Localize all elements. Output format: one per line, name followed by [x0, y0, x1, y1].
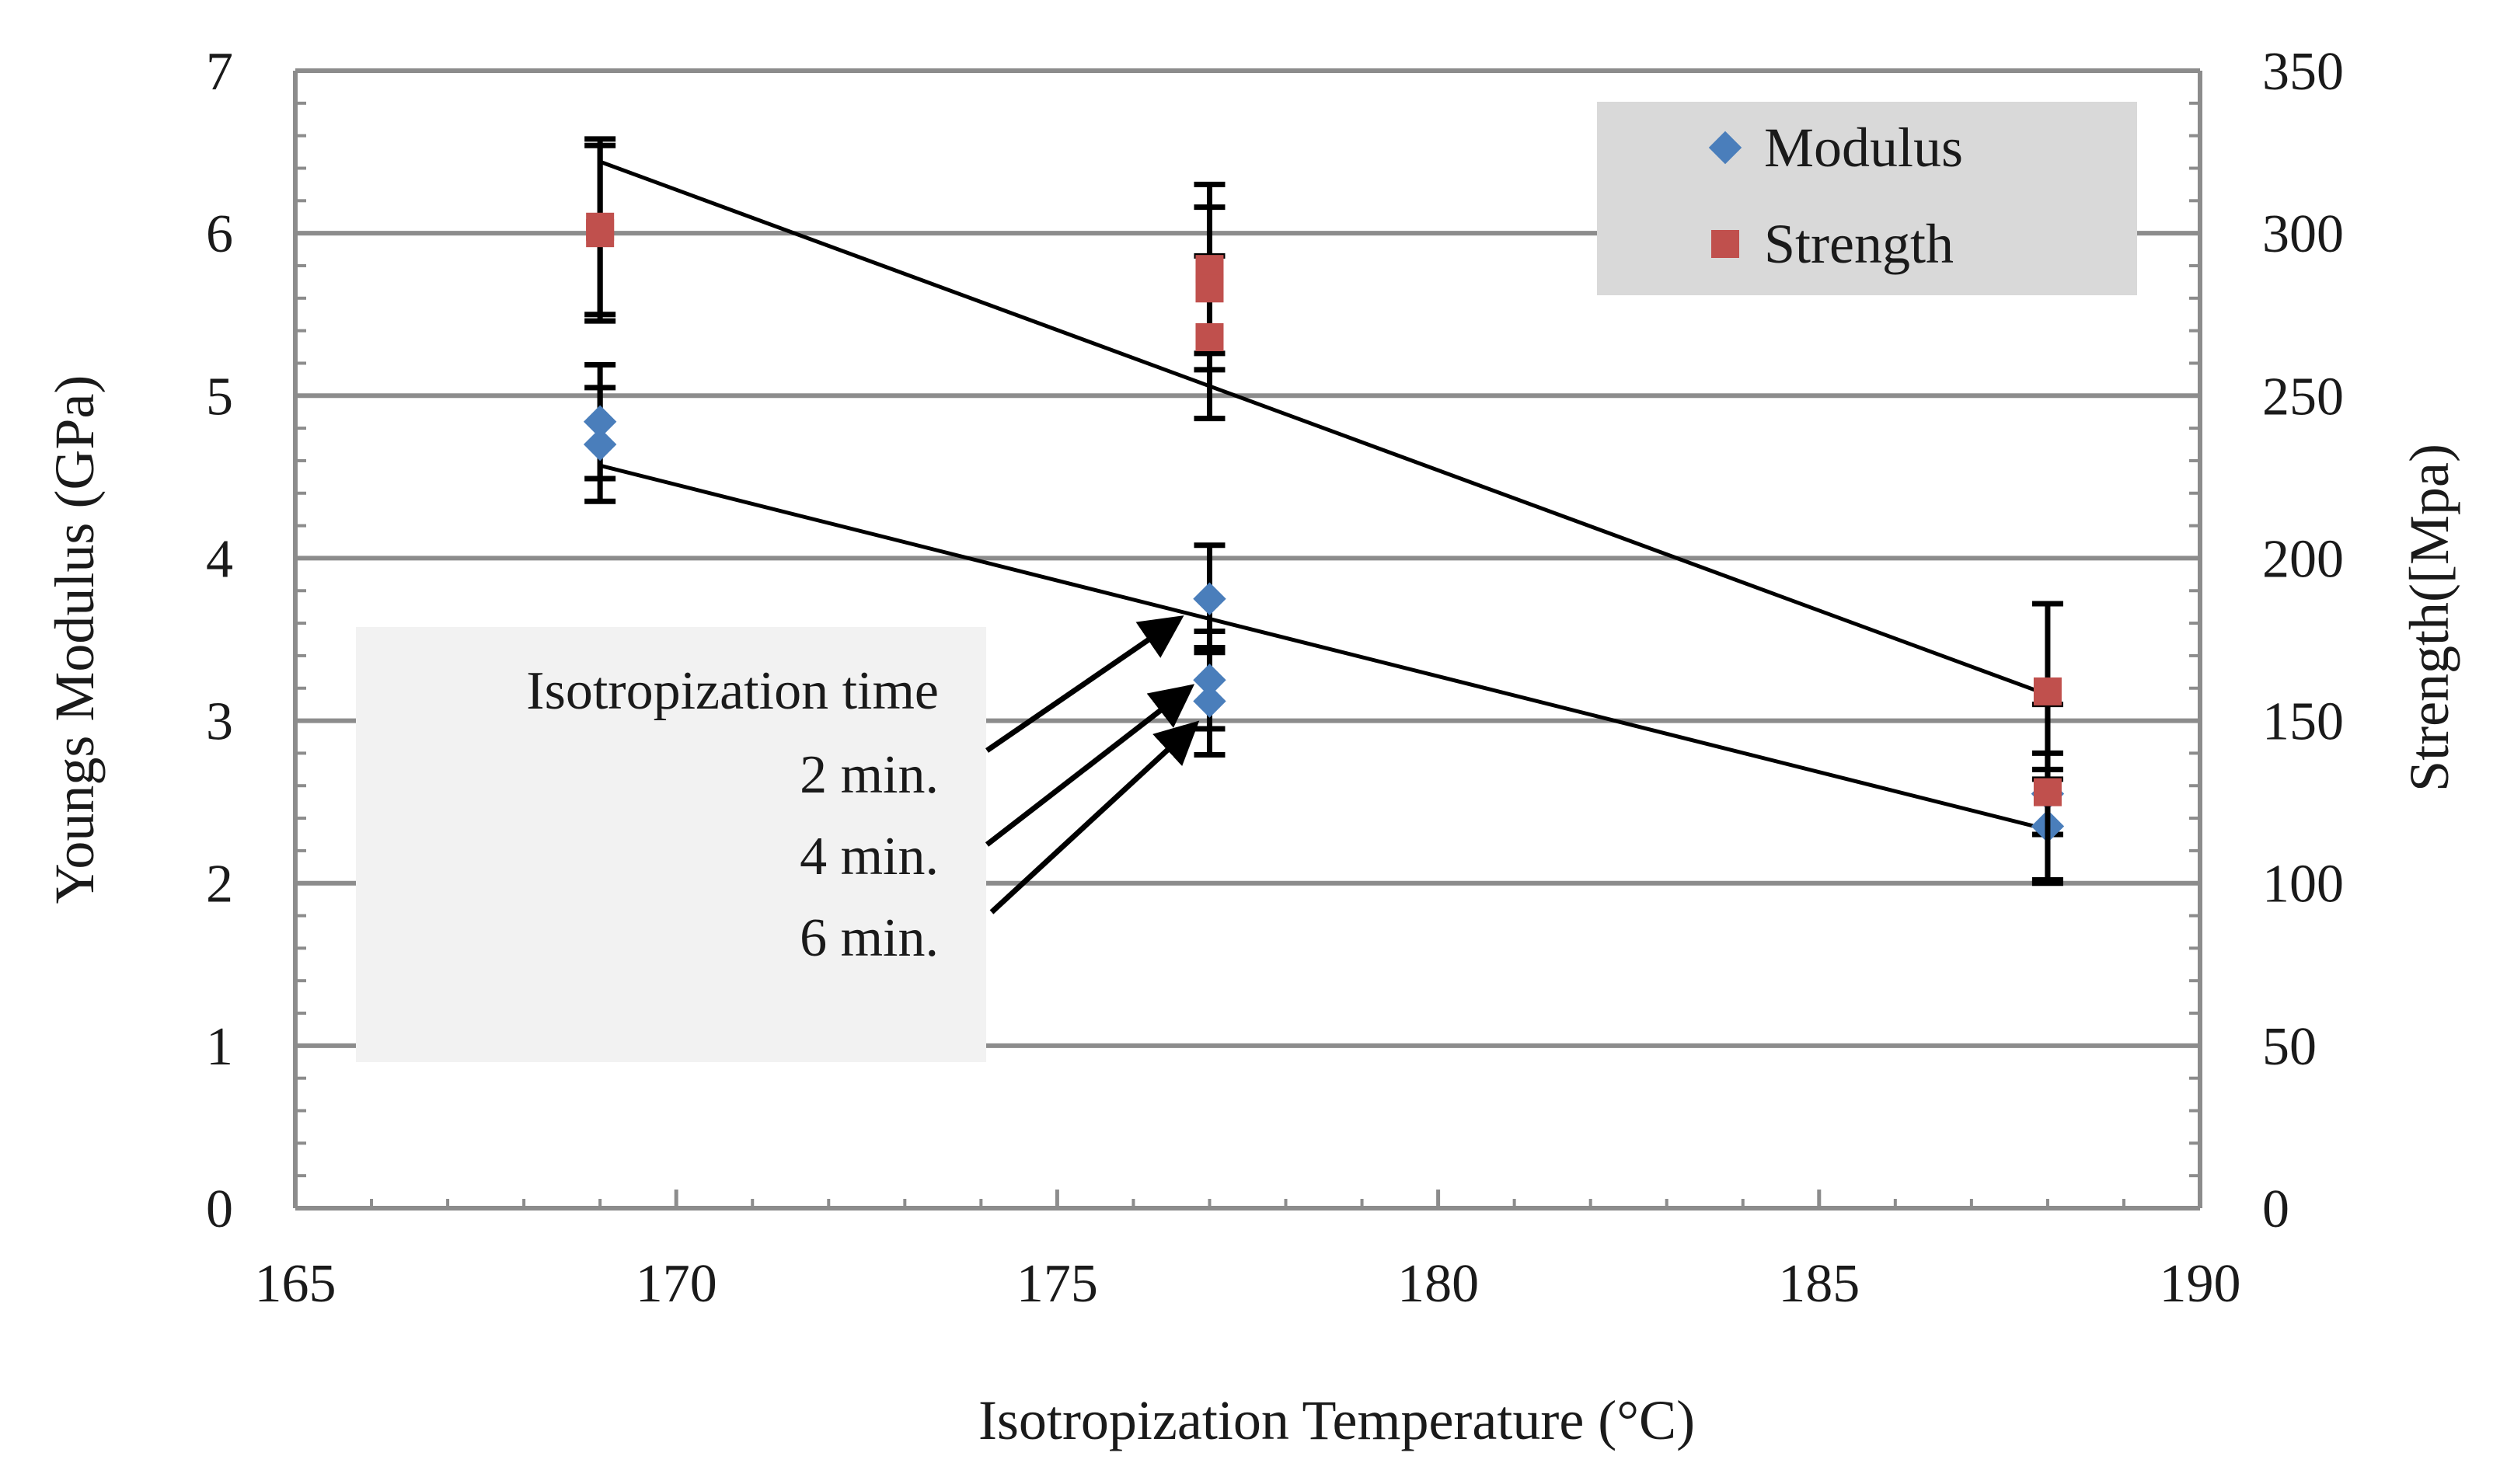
axes — [293, 69, 2202, 1211]
y2-tick-label: 200 — [2262, 529, 2344, 589]
y2-tick-label: 0 — [2262, 1179, 2289, 1239]
annotation-label-4min: 4 min. — [800, 827, 939, 887]
strength-point — [1195, 274, 1224, 303]
y-tick-label: 6 — [206, 204, 233, 264]
y2-tick-label: 350 — [2262, 42, 2344, 102]
modulus-point — [1193, 685, 1226, 718]
arrow-4min — [985, 684, 1195, 847]
arrow-2min — [985, 615, 1184, 753]
x-tick-label: 185 — [1778, 1254, 1860, 1314]
legend-strength-label: Strength — [1764, 213, 1954, 275]
y-tick-label: 3 — [206, 692, 233, 752]
annotation-label-6min: 6 min. — [800, 908, 939, 968]
x-tick-label: 170 — [636, 1254, 717, 1314]
y-tick-label: 1 — [206, 1017, 233, 1077]
annotation-label-2min: 2 min. — [800, 745, 939, 805]
y-tick-label: 0 — [206, 1179, 233, 1239]
data-marks — [583, 136, 2065, 887]
modulus-point — [1193, 664, 1226, 697]
legend: Modulus Strength — [1597, 102, 2137, 295]
y2-tick-label: 50 — [2262, 1017, 2317, 1077]
legend-strength-marker — [1711, 230, 1739, 258]
y-axis-title: Youngs Modulus (GPa) — [44, 375, 106, 904]
modulus-trend-line — [599, 463, 2049, 832]
x-tick-label: 175 — [1016, 1254, 1098, 1314]
modulus-point — [1193, 582, 1226, 615]
annotation-box: Isotropization time 2 min. 4 min. 6 min. — [356, 627, 986, 1062]
annotation-title: Isotropization time — [526, 661, 939, 721]
y-tick-label: 2 — [206, 855, 233, 914]
y-tick-label: 4 — [206, 529, 233, 589]
strength-point — [2033, 677, 2062, 705]
strength-point — [586, 219, 615, 248]
y2-axis-title: Strength([Mpa) — [2398, 444, 2460, 792]
strength-trend-line — [599, 159, 2049, 697]
y2-tick-label: 300 — [2262, 204, 2344, 264]
y-tick-label: 7 — [206, 42, 233, 102]
strength-point — [1195, 322, 1224, 351]
y2-tick-label: 150 — [2262, 692, 2344, 752]
y2-tick-label: 250 — [2262, 367, 2344, 427]
arrow-6min — [989, 720, 1200, 914]
tick-labels: 165 170 175 180 185 190 0 1 2 3 4 5 6 7 0 50 100 150 200 25… — [206, 42, 2344, 1314]
x-tick-label: 165 — [255, 1254, 336, 1314]
strength-point — [2033, 778, 2062, 806]
y2-tick-label: 100 — [2262, 855, 2344, 914]
y-tick-label: 5 — [206, 367, 233, 427]
x-tick-label: 190 — [2160, 1254, 2241, 1314]
legend-modulus-label: Modulus — [1764, 117, 1963, 179]
x-tick-label: 180 — [1397, 1254, 1479, 1314]
x-axis-title: Isotropization Temperature (°C) — [978, 1389, 1695, 1451]
